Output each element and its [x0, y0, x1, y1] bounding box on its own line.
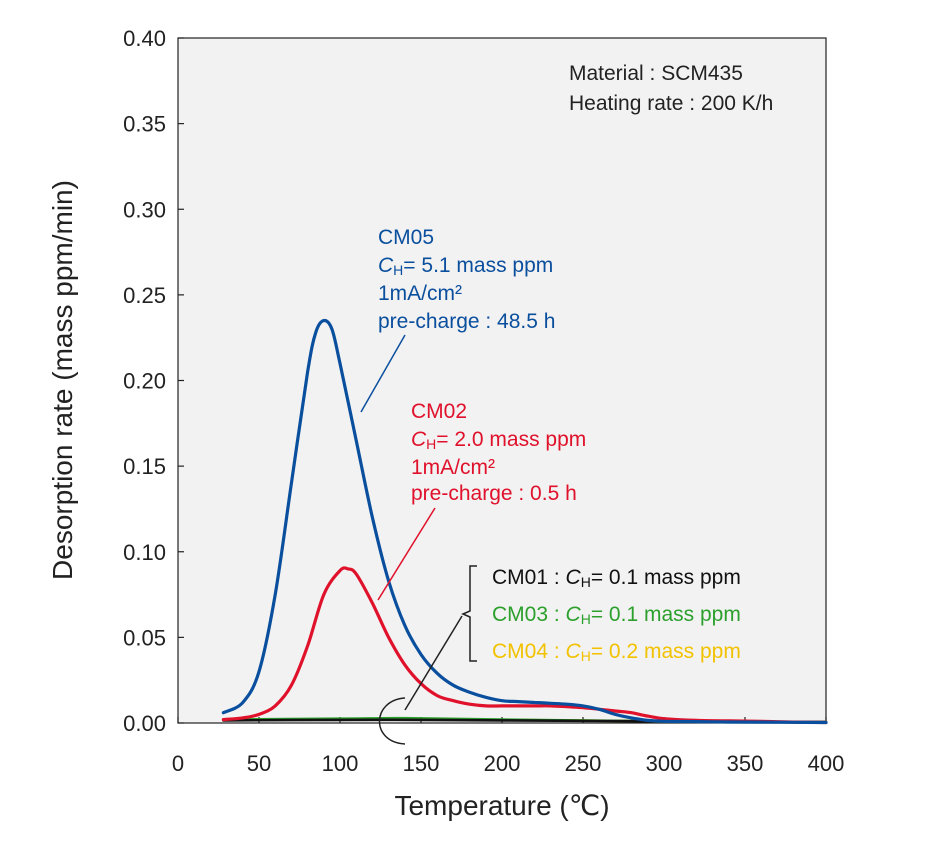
ch-symbol: C — [378, 254, 394, 277]
group-curve-marker — [378, 697, 406, 745]
y-tick-label: 0.05 — [123, 625, 166, 650]
y-tick-label: 0.00 — [123, 711, 166, 736]
cm05-leader-line — [360, 334, 406, 413]
axes: 0 50 100 150 200 250 300 350 400 0.00 0.05 0.10 0.15… — [123, 26, 844, 776]
x-tick-label: 200 — [484, 751, 521, 776]
x-tick-label: 350 — [727, 751, 764, 776]
x-tick-label: 50 — [247, 751, 271, 776]
annotations: Material : SCM435 Heating rate : 200 K/h… — [360, 62, 773, 745]
x-tick-label: 0 — [172, 751, 184, 776]
y-tick-label: 0.35 — [123, 112, 166, 137]
info-heating-rate: Heating rate : 200 K/h — [569, 92, 773, 115]
x-tick-label: 300 — [646, 751, 683, 776]
y-tick-label: 0.10 — [123, 540, 166, 565]
x-tick-label: 100 — [322, 751, 359, 776]
ch-symbol: C — [566, 640, 582, 663]
ch-subscript: H — [426, 436, 436, 452]
x-tick-label: 150 — [403, 751, 440, 776]
group-bracket — [461, 565, 477, 662]
ch-subscript: H — [581, 648, 591, 664]
x-tick-label: 250 — [565, 751, 602, 776]
x-axis-title: Temperature (℃) — [394, 790, 609, 821]
ch-subscript: H — [581, 574, 591, 590]
series-layer — [221, 318, 828, 725]
cm05-label: CM05 — [378, 226, 434, 249]
cm02-current: 1mA/cm² — [411, 456, 495, 479]
cm04-annotation: CM04 : CH= 0.2 mass ppm — [492, 640, 741, 664]
series-line-cm02 — [221, 566, 828, 725]
cm04-prefix: CM04 : — [492, 640, 566, 663]
ch-value: = 0.1 mass ppm — [591, 566, 741, 589]
y-tick-label: 0.15 — [123, 454, 166, 479]
x-tick-label: 400 — [808, 751, 845, 776]
series-line-cm05 — [221, 318, 828, 725]
info-material: Material : SCM435 — [569, 62, 743, 85]
cm05-ch-line: CH= 5.1 mass ppm — [378, 254, 553, 278]
cm03-annotation: CM03 : CH= 0.1 mass ppm — [492, 603, 741, 627]
ch-symbol: C — [411, 428, 427, 451]
cm02-ch-line: CH= 2.0 mass ppm — [411, 428, 586, 452]
plot-area — [177, 37, 827, 724]
ch-symbol: C — [566, 603, 582, 626]
y-tick-label: 0.40 — [123, 26, 166, 51]
ch-value: = 0.2 mass ppm — [591, 640, 741, 663]
y-axis-title: Desorption rate (mass ppm/min) — [47, 180, 78, 580]
cm03-prefix: CM03 : — [492, 603, 566, 626]
ch-subscript: H — [393, 262, 403, 278]
y-tick-label: 0.20 — [123, 369, 166, 394]
cm01-prefix: CM01 : — [492, 566, 566, 589]
cm05-current: 1mA/cm² — [378, 282, 462, 305]
ch-value: = 0.1 mass ppm — [591, 603, 741, 626]
group-leader-line — [404, 615, 463, 711]
ch-symbol: C — [566, 566, 582, 589]
y-tick-label: 0.25 — [123, 283, 166, 308]
cm02-leader-line — [377, 507, 436, 601]
y-tick-label: 0.30 — [123, 197, 166, 222]
cm01-annotation: CM01 : CH= 0.1 mass ppm — [492, 566, 741, 590]
ch-value: = 2.0 mass ppm — [436, 428, 586, 451]
cm05-precharge: pre-charge : 48.5 h — [378, 310, 555, 333]
cm02-precharge: pre-charge : 0.5 h — [411, 482, 577, 505]
ch-value: = 5.1 mass ppm — [403, 254, 553, 277]
ch-subscript: H — [581, 611, 591, 627]
cm02-label: CM02 — [411, 400, 467, 423]
